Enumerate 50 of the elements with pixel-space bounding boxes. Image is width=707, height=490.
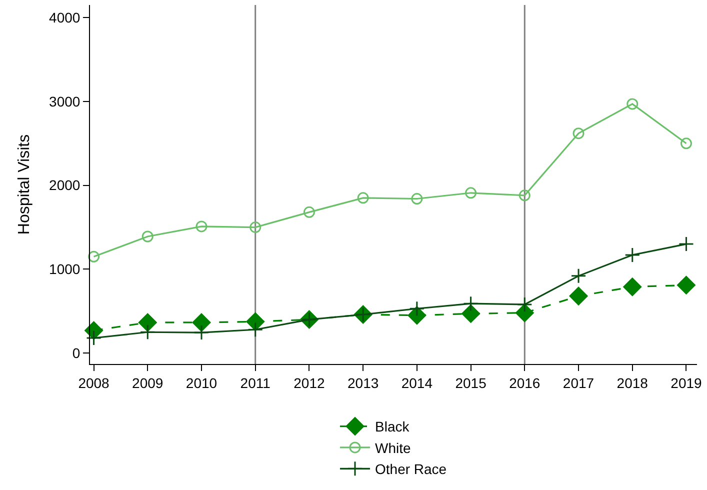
point <box>516 296 532 312</box>
point <box>409 300 425 316</box>
point <box>677 276 696 294</box>
x-tick-label: 2009 <box>132 374 164 391</box>
point <box>138 313 157 332</box>
x-tick-label: 2013 <box>347 374 379 391</box>
point <box>140 324 156 340</box>
x-tick-label: 2010 <box>186 374 218 391</box>
point <box>465 187 477 199</box>
x-tick-label: 2015 <box>455 374 487 391</box>
point <box>462 304 480 323</box>
x-tick-label: 2012 <box>294 374 325 391</box>
legend-label: Black <box>375 418 410 435</box>
point <box>518 190 530 202</box>
point <box>623 278 642 296</box>
y-tick-label: 1000 <box>49 261 80 278</box>
point <box>624 247 640 263</box>
point <box>142 230 154 242</box>
x-tick-label: 2011 <box>240 374 271 391</box>
point <box>250 222 262 234</box>
point <box>570 268 586 284</box>
x-tick-label: 2017 <box>562 374 594 391</box>
point <box>196 220 208 232</box>
point <box>569 286 588 306</box>
y-tick-label: 4000 <box>49 9 80 26</box>
point <box>678 236 694 252</box>
point <box>572 128 584 140</box>
y-axis-title: Hospital Visits <box>16 134 33 235</box>
x-tick-label: 2018 <box>616 374 648 391</box>
y-tick-label: 2000 <box>49 177 80 194</box>
point <box>357 192 369 204</box>
point <box>248 322 264 338</box>
point <box>680 138 692 150</box>
point <box>303 206 315 218</box>
y-tick-label: 3000 <box>49 93 80 110</box>
point <box>88 250 100 262</box>
point <box>194 324 210 340</box>
x-tick-label: 2008 <box>78 374 110 391</box>
point <box>463 296 479 312</box>
legend-label: Other Race <box>375 461 447 478</box>
point <box>192 313 211 332</box>
x-tick-label: 2016 <box>509 374 540 391</box>
y-tick-label: 0 <box>72 345 80 361</box>
legend-label: White <box>375 440 411 456</box>
point <box>515 304 534 322</box>
point <box>626 98 638 110</box>
point <box>246 312 265 331</box>
x-tick-label: 2019 <box>670 374 702 391</box>
point <box>411 193 423 205</box>
x-tick-label: 2014 <box>401 374 433 391</box>
